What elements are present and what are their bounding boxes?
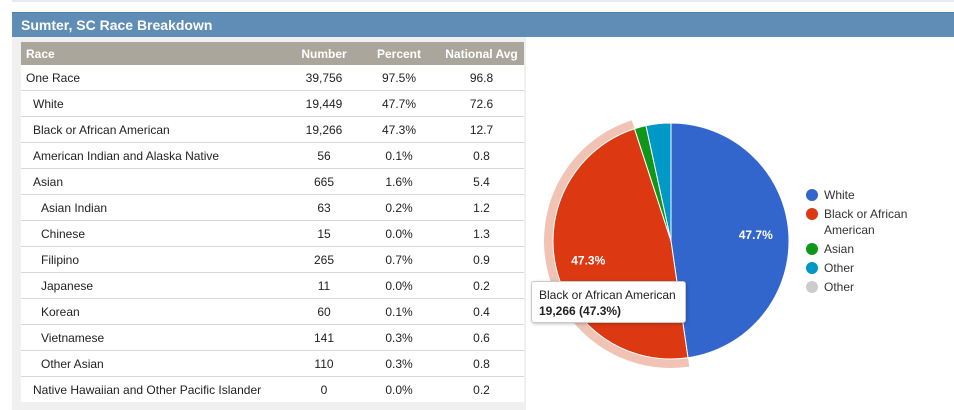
number-cell: 60 [289,298,359,325]
number-cell: 15 [289,220,359,247]
race-pie-chart[interactable]: 47.7% 47.3% [540,118,802,380]
race-table: Race Number Percent National Avg One Rac… [21,42,524,402]
number-cell: 19,449 [289,90,359,117]
column-header-percent: Percent [359,42,439,65]
race-cell: White [21,90,289,117]
column-header-national-avg: National Avg [439,42,524,65]
chart-legend: White Black or African American Asian Other… [806,187,934,298]
national-avg-cell: 12.7 [439,116,524,143]
legend-swatch [806,243,818,255]
number-cell: 0 [320,382,328,397]
percent-cell: 97.5% [359,65,439,91]
legend-item[interactable]: Other [806,260,934,276]
legend-swatch [806,189,818,201]
table-row: One Race 39,756 97.5% 96.8 [21,65,524,91]
national-avg-cell: 0.2 [439,272,524,299]
chart-tooltip: Black or African American 19,266 (47.3%) [531,281,686,323]
percent-cell: 47.3% [359,116,439,143]
legend-label: Other [824,261,855,275]
table-panel: Race Number Percent National Avg One Rac… [12,37,526,410]
race-cell: American Indian and Alaska Native [21,142,289,169]
percent-cell: 47.7% [359,90,439,117]
legend-swatch [806,262,818,274]
legend-label: Other [824,280,855,294]
number-cell: 19,266 [289,116,359,143]
race-cell: One Race [21,65,289,91]
tooltip-value: 19,266 (47.3%) [539,304,622,318]
national-avg-cell: 96.8 [439,65,524,91]
pie-slice-label: 47.7% [739,228,773,242]
table-row: Filipino 265 0.7% 0.9 [21,246,524,273]
legend-item[interactable]: Other [806,279,934,295]
race-cell: Black or African American [21,116,289,143]
number-cell: 141 [289,324,359,351]
national-avg-cell: 0.6 [439,324,524,351]
national-avg-cell: 0.8 [439,142,524,169]
table-row: Chinese 15 0.0% 1.3 [21,220,524,247]
percent-cell: 0.0% [359,220,439,247]
column-header-race: Race [21,42,289,65]
percent-cell: 0.2% [359,194,439,221]
race-cell: Korean [21,298,289,325]
table-row: American Indian and Alaska Native 56 0.1% 0… [21,142,524,169]
table-row: Asian 665 1.6% 5.4 [21,168,524,195]
table-row: White 19,449 47.7% 72.6 [21,90,524,117]
percent-cell: 0.1% [359,298,439,325]
percent-cell: 0.7% [359,246,439,273]
legend-item[interactable]: Asian [806,241,934,257]
top-divider [12,0,954,2]
race-cell: Native Hawaiian and Other Pacific Island… [33,382,262,397]
race-cell: Filipino [21,246,289,273]
legend-label: Black or African American [824,207,908,237]
pie-slice-other[interactable] [645,122,672,242]
tooltip-title: Black or African American [539,288,676,302]
table-row: Other Asian 110 0.3% 0.8 [21,350,524,377]
percent-cell: 0.0% [385,382,413,397]
column-header-number: Number [289,42,359,65]
section-header: Sumter, SC Race Breakdown [12,12,954,37]
race-cell: Japanese [21,272,289,299]
number-cell: 110 [289,350,359,377]
table-row: Native Hawaiian and Other Pacific Island… [21,377,524,403]
race-cell: Other Asian [21,350,289,377]
table-row: Black or African American 19,266 47.3% 12.7 [21,116,524,143]
legend-label: Asian [824,242,855,256]
national-avg-cell: 1.2 [439,194,524,221]
national-avg-cell: 1.3 [439,220,524,247]
number-cell: 56 [289,142,359,169]
legend-label: White [824,188,855,202]
national-avg-cell: 0.2 [473,382,490,397]
number-cell: 63 [289,194,359,221]
table-row: Korean 60 0.1% 0.4 [21,298,524,325]
section-title: Sumter, SC Race Breakdown [21,17,213,33]
percent-cell: 0.1% [359,142,439,169]
legend-item[interactable]: White [806,187,934,203]
legend-swatch [806,281,818,293]
number-cell: 665 [289,168,359,195]
pie-slice-white[interactable] [670,122,790,359]
pie-slice-label: 47.3% [571,253,605,267]
number-cell: 39,756 [289,65,359,91]
race-cell: Chinese [21,220,289,247]
national-avg-cell: 0.4 [439,298,524,325]
number-cell: 265 [289,246,359,273]
percent-cell: 0.0% [359,272,439,299]
race-cell: Vietnamese [21,324,289,351]
race-cell: Asian [21,168,289,195]
percent-cell: 0.3% [359,324,439,351]
legend-swatch [806,208,818,220]
table-row: Japanese 11 0.0% 0.2 [21,272,524,299]
national-avg-cell: 0.8 [439,350,524,377]
percent-cell: 1.6% [359,168,439,195]
national-avg-cell: 5.4 [439,168,524,195]
number-cell: 11 [289,272,359,299]
table-header-row: Race Number Percent National Avg [21,42,524,65]
race-cell: Asian Indian [21,194,289,221]
percent-cell: 0.3% [359,350,439,377]
national-avg-cell: 0.9 [439,246,524,273]
table-row: Asian Indian 63 0.2% 1.2 [21,194,524,221]
national-avg-cell: 72.6 [439,90,524,117]
legend-item[interactable]: Black or African American [806,206,934,238]
table-row: Vietnamese 141 0.3% 0.6 [21,324,524,351]
